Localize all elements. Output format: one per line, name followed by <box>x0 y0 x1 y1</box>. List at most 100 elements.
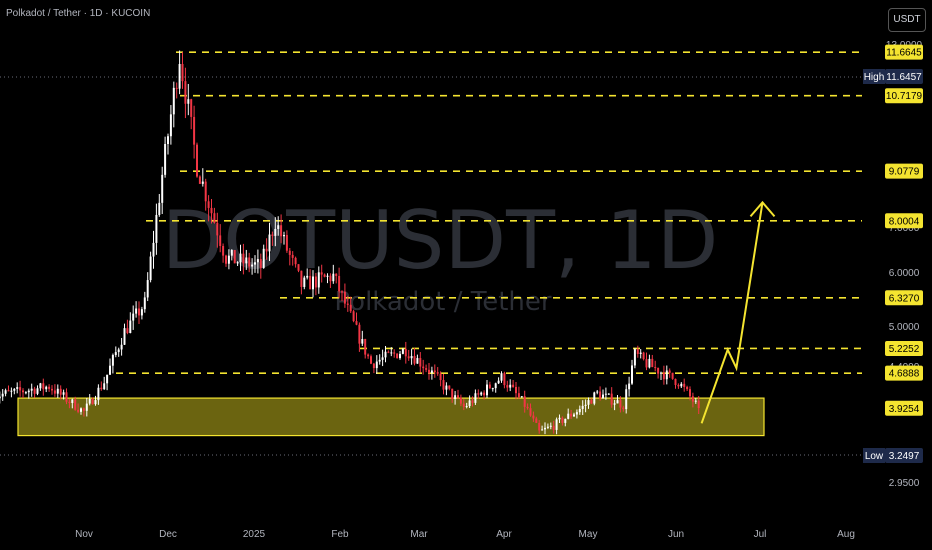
candle-body <box>410 356 413 359</box>
candle-body <box>222 246 225 256</box>
level-price-label: 4.6888 <box>889 369 920 380</box>
candle-body <box>509 384 512 388</box>
candle-body <box>352 311 355 322</box>
candle-body <box>97 387 100 401</box>
candle-body <box>370 356 372 364</box>
candle-body <box>401 348 404 354</box>
level-price-tag <box>885 400 923 416</box>
candle-body <box>535 418 538 423</box>
high-tag <box>863 69 885 84</box>
level-price-label: 8.0004 <box>889 216 920 227</box>
level-price-label: 5.2252 <box>889 344 920 355</box>
candle-body <box>587 400 590 405</box>
candle-body <box>317 272 320 288</box>
level-price-tag <box>885 290 923 306</box>
candle-body <box>451 388 454 399</box>
candle-body <box>494 383 497 389</box>
time-tick-label: Feb <box>331 529 349 540</box>
candle-body <box>152 242 155 257</box>
candle-body <box>488 384 491 389</box>
candle-body <box>36 388 39 394</box>
candle-body <box>146 280 149 298</box>
time-tick-label: Jul <box>754 529 767 540</box>
candle-body <box>404 348 407 357</box>
candle-body <box>610 393 613 405</box>
candle-body <box>285 235 288 251</box>
high-value-tag <box>885 69 923 84</box>
candle-body <box>413 356 416 364</box>
candle-body <box>271 234 274 236</box>
level-price-label: 6.3270 <box>889 293 920 304</box>
candle-body <box>190 99 193 117</box>
candle-body <box>85 403 88 411</box>
candle-body <box>103 383 106 390</box>
candle-body <box>16 387 19 389</box>
candle-body <box>312 276 314 290</box>
level-price-label: 11.6645 <box>886 48 922 59</box>
candle-body <box>544 427 546 430</box>
candle-body <box>430 370 433 374</box>
candle-body <box>33 388 36 394</box>
candle-body <box>486 384 488 396</box>
candle-body <box>149 256 152 281</box>
candle-body <box>184 81 187 104</box>
candle-body <box>697 400 700 409</box>
candle-body <box>10 390 13 392</box>
candle-body <box>294 257 297 265</box>
candle-body <box>375 361 378 369</box>
candle-body <box>306 275 309 278</box>
candle-body <box>233 250 236 264</box>
candle-body <box>341 291 343 293</box>
time-tick-label: Apr <box>496 529 512 540</box>
candles-layer <box>0 50 700 435</box>
candle-body <box>77 409 80 412</box>
projection-arrowhead <box>749 200 776 218</box>
candle-body <box>230 250 233 256</box>
candle-body <box>558 417 561 420</box>
candle-body <box>196 144 198 177</box>
candle-body <box>439 373 442 381</box>
candle-body <box>622 407 625 410</box>
level-price-label: 3.9254 <box>889 404 920 415</box>
level-lines-layer <box>0 51 862 456</box>
candle-body <box>129 320 132 334</box>
candle-body <box>448 385 451 389</box>
time-tick-label: Dec <box>159 529 177 540</box>
candle-body <box>549 425 552 427</box>
candle-body <box>584 404 587 406</box>
candle-body <box>277 225 280 229</box>
candle-body <box>94 400 97 405</box>
candle-body <box>82 408 85 411</box>
candle-body <box>480 392 483 395</box>
candle-body <box>213 213 216 223</box>
candle-body <box>419 358 422 367</box>
candle-body <box>355 321 358 325</box>
currency-button[interactable]: USDT <box>888 8 926 32</box>
candle-body <box>523 396 526 407</box>
candle-body <box>109 365 111 375</box>
candle-body <box>314 276 317 288</box>
candle-body <box>636 349 639 354</box>
candle-body <box>111 355 114 366</box>
candle-body <box>564 418 567 423</box>
candle-body <box>343 291 346 304</box>
candle-body <box>433 370 436 373</box>
candle-body <box>155 214 158 243</box>
watermark-symbol: DOTUSDT, 1D <box>162 194 719 287</box>
candle-body <box>22 390 24 393</box>
candle-body <box>219 235 222 247</box>
candle-body <box>662 372 665 380</box>
candle-body <box>425 368 428 370</box>
candle-body <box>120 344 123 350</box>
candle-body <box>126 328 129 334</box>
candle-body <box>633 349 636 366</box>
time-tick-label: Mar <box>410 529 428 540</box>
candle-body <box>56 388 59 394</box>
candle-body <box>422 366 425 369</box>
candle-body <box>660 372 662 374</box>
candle-body <box>274 228 277 236</box>
price-tick-label: 7.0000 <box>889 223 920 234</box>
candle-body <box>648 358 651 368</box>
candle-body <box>465 406 468 408</box>
